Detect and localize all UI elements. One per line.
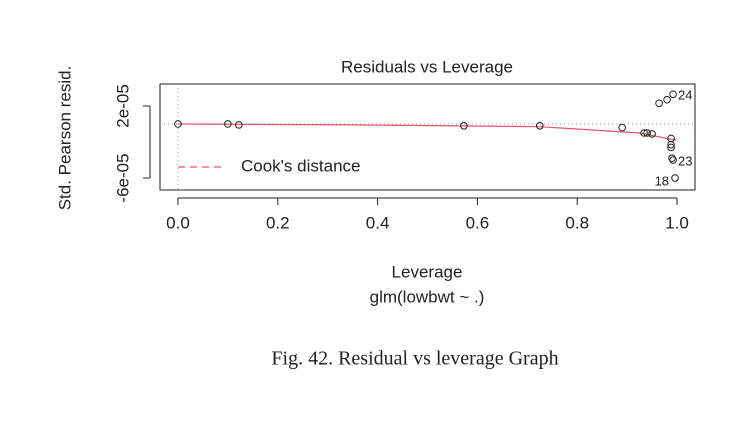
- point: [655, 99, 663, 108]
- chart-title: Residuals vs Leverage: [341, 57, 513, 76]
- point: [648, 130, 656, 138]
- point-label: 23: [678, 153, 692, 168]
- y-tick-label: 2e-05: [113, 84, 132, 127]
- point: [618, 123, 626, 132]
- point-label: 24: [678, 88, 692, 103]
- caption: Fig. 42. Residual vs leverage Graph: [271, 348, 558, 370]
- point-label: 18: [655, 173, 669, 188]
- plot-frame: [159, 83, 696, 191]
- point: [640, 129, 648, 137]
- x-axis-label: Leverage: [392, 262, 463, 281]
- point: [668, 154, 676, 163]
- legend-label: Cook's distance: [241, 156, 360, 175]
- x-tick-label: 0.6: [466, 213, 490, 232]
- y-axis-label: Std. Pearson resid.: [55, 66, 74, 211]
- point: [174, 120, 182, 128]
- point: [669, 156, 677, 164]
- point: [535, 121, 544, 130]
- point: [671, 174, 679, 182]
- smooth-line: [177, 123, 677, 141]
- point: [460, 121, 468, 130]
- x-tick-label: 0.4: [366, 213, 390, 232]
- point: [667, 143, 675, 152]
- point: [667, 140, 675, 149]
- point: [235, 121, 243, 129]
- x-tick-label: 0.2: [266, 213, 290, 232]
- x-tick-label: 0.8: [565, 213, 589, 232]
- y-tick-label: -6e-05: [113, 153, 132, 202]
- point: [224, 120, 232, 128]
- x-tick-label: 0.0: [166, 213, 190, 232]
- x-tick-label: 1.0: [665, 213, 689, 232]
- point: [663, 95, 671, 104]
- point: [643, 129, 651, 137]
- point: [669, 90, 677, 99]
- subtitle: glm(lowbwt ~ .): [370, 287, 485, 306]
